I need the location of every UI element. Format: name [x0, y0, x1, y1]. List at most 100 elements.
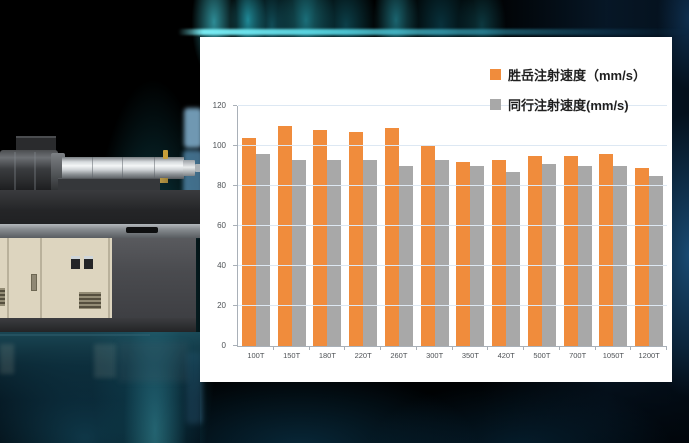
y-tick-label: 40: [217, 261, 226, 270]
bar-shengyue-350T: [456, 162, 471, 346]
bar-peer-420T: [506, 172, 521, 346]
legend-swatch-gray: [490, 99, 501, 110]
category-group-500T: 500T: [524, 106, 560, 360]
y-tick-label: 120: [212, 101, 226, 110]
bar-shengyue-420T: [492, 160, 507, 346]
legend-swatch-orange: [490, 69, 501, 80]
bar-shengyue-300T: [420, 146, 435, 346]
bar-shengyue-700T: [563, 156, 578, 346]
cabinet-indicator: [71, 256, 80, 269]
gridline: [238, 185, 667, 187]
legend-label: 同行注射速度(mm/s): [508, 98, 629, 113]
category-group-220T: 220T: [345, 106, 381, 360]
x-tick-label: 1200T: [638, 351, 660, 360]
machine-nozzle: [183, 160, 195, 176]
category-group-350T: 350T: [453, 106, 489, 360]
bar-peer-1200T: [649, 176, 664, 346]
bar-shengyue-180T: [313, 130, 328, 346]
y-tick-label: 60: [217, 221, 226, 230]
bar-peer-100T: [255, 154, 270, 346]
x-tick-label: 700T: [569, 351, 587, 360]
gridline: [238, 225, 667, 226]
x-axis-tick: [666, 347, 667, 350]
x-tick-label: 180T: [318, 351, 336, 360]
x-tick-label: 420T: [497, 351, 515, 360]
category-group-300T: 300T: [417, 106, 453, 360]
x-axis-tick: [630, 347, 632, 350]
x-axis-tick: [594, 347, 596, 350]
x-axis-tick: [558, 347, 560, 350]
x-axis-tick: [415, 347, 417, 350]
category-group-700T: 700T: [560, 106, 596, 360]
machine-blue-part: [184, 108, 202, 148]
bar-shengyue-1200T: [635, 168, 650, 346]
y-axis-tick: [233, 265, 237, 267]
y-axis-tick: [233, 345, 237, 346]
x-tick-label: 150T: [283, 351, 301, 360]
cabinet-base-strip: [0, 318, 196, 332]
x-tick-label: 500T: [533, 351, 551, 360]
cabinet-door-seam: [40, 238, 42, 322]
cyan-glow-line: [178, 29, 689, 35]
y-axis-tick: [233, 225, 237, 226]
cabinet-door-seam: [108, 238, 110, 322]
x-axis-tick: [272, 347, 274, 350]
machine-floor-reflection: [0, 332, 200, 443]
bar-peer-220T: [363, 160, 378, 346]
reflection-ghost: [0, 344, 14, 374]
x-tick-label: 300T: [426, 351, 444, 360]
bar-groups: 100T 150T 180T 220T 260T 300T 350T 420T 500T 700T…: [238, 106, 667, 360]
gridline: [238, 105, 667, 106]
category-group-180T: 180T: [310, 106, 346, 360]
y-tick-label: 100: [212, 141, 226, 150]
bar-shengyue-1050T: [599, 154, 614, 346]
reflection-ghost: [94, 344, 116, 378]
category-group-260T: 260T: [381, 106, 417, 360]
machine-gold-fitting: [163, 150, 168, 159]
bar-peer-300T: [434, 160, 449, 346]
machine-rear-housing: [0, 150, 58, 192]
barrel-seam: [92, 157, 93, 179]
x-tick-label: 350T: [461, 351, 479, 360]
legend-item-shengyue: 胜岳注射速度（mm/s）: [490, 65, 646, 84]
machine-base-deck: [0, 190, 200, 228]
x-tick-label: 1050T: [602, 351, 625, 360]
gridline: [238, 305, 667, 307]
x-axis-tick: [344, 347, 346, 350]
chart-legend: 胜岳注射速度（mm/s） 同行注射速度(mm/s): [490, 65, 646, 125]
machine-nozzle-tip: [195, 164, 202, 172]
bar-peer-1050T: [613, 166, 628, 346]
bar-peer-180T: [327, 160, 342, 346]
bar-shengyue-150T: [277, 126, 292, 346]
machine-deck-edge: [0, 224, 200, 238]
gridline: [238, 145, 667, 146]
bar-peer-350T: [470, 166, 485, 346]
legend-item-peer: 同行注射速度(mm/s): [490, 95, 646, 114]
y-tick-label: 20: [217, 301, 226, 310]
machine-cabinet: [0, 238, 196, 322]
bar-peer-500T: [541, 164, 556, 346]
x-axis-tick: [380, 347, 381, 350]
chart-panel: 100T 150T 180T 220T 260T 300T 350T 420T 500T 700T…: [200, 37, 672, 382]
machine-barrel-support: [58, 178, 160, 193]
cabinet-door-seam: [7, 238, 9, 322]
x-axis-tick: [308, 347, 310, 350]
x-axis-tick: [523, 347, 524, 350]
x-axis-tick: [451, 347, 453, 350]
y-axis-tick: [233, 305, 237, 307]
bar-shengyue-220T: [349, 132, 364, 346]
y-axis-tick: [233, 145, 237, 146]
bar-shengyue-500T: [527, 156, 542, 346]
reflection-ghost: [118, 342, 188, 382]
cabinet-vent-grille: [0, 288, 5, 306]
machine-housing-band: [34, 152, 36, 190]
gridline: [238, 265, 667, 267]
category-group-420T: 420T: [488, 106, 524, 360]
bar-shengyue-100T: [241, 138, 256, 346]
category-group-1050T: 1050T: [596, 106, 632, 360]
injection-molding-machine-illustration: [0, 0, 260, 443]
cabinet-indicator: [84, 256, 93, 269]
bar-shengyue-260T: [384, 128, 399, 346]
y-axis-tick: [233, 185, 237, 187]
